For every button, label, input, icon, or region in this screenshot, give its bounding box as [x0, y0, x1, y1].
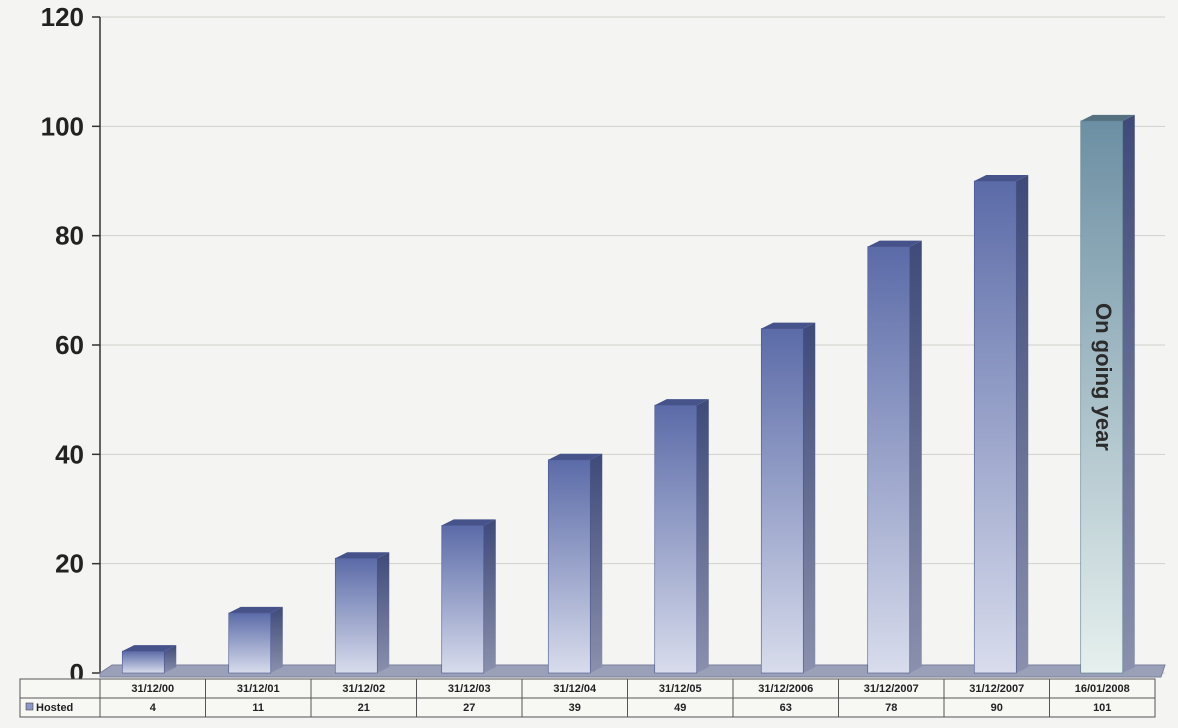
category-label: 31/12/2007	[969, 683, 1024, 695]
bar-side	[1122, 114, 1135, 673]
y-tick-label: 40	[55, 439, 84, 469]
data-label: 90	[991, 702, 1003, 714]
category-label: 31/12/03	[448, 683, 491, 695]
bar-top	[1080, 114, 1135, 121]
bar-side	[1016, 175, 1029, 673]
data-label: 39	[569, 702, 581, 714]
data-label: 27	[463, 702, 475, 714]
bar-side	[164, 645, 177, 673]
bar	[121, 650, 165, 674]
y-tick-label: 20	[55, 549, 84, 579]
annotation-layer: On going year	[1091, 303, 1116, 451]
bars	[121, 114, 1135, 674]
bar-side	[270, 606, 283, 673]
data-table: Hosted 31/12/00 4 31/12/01 11 31/12/02 21 31/12…	[19, 678, 1156, 718]
category-label: 31/12/01	[237, 683, 280, 695]
bar	[867, 246, 911, 674]
bar	[1080, 120, 1124, 674]
bar-top	[548, 453, 603, 460]
data-label: 4	[150, 702, 157, 714]
bar	[547, 459, 591, 674]
legend-swatch	[25, 702, 34, 711]
category-label: 31/12/05	[659, 683, 702, 695]
annotation-label: On going year	[1091, 303, 1116, 451]
bar-side	[909, 240, 922, 673]
data-label: 63	[780, 702, 792, 714]
bar	[334, 557, 378, 674]
category-label: 31/12/2006	[758, 683, 813, 695]
series-name: Hosted	[36, 702, 73, 714]
bar-side	[483, 519, 496, 673]
category-label: 31/12/04	[553, 683, 597, 695]
category-label: 31/12/2007	[864, 683, 919, 695]
bar	[228, 612, 272, 674]
bar-top	[122, 645, 177, 652]
bar-top	[441, 519, 496, 526]
bar-top	[335, 552, 390, 559]
bar-top	[654, 399, 709, 406]
y-tick-label: 60	[55, 330, 84, 360]
category-label: 31/12/00	[131, 683, 174, 695]
bar-top	[974, 175, 1029, 181]
y-tick-label: 120	[41, 2, 84, 32]
data-label: 11	[252, 702, 264, 714]
bar	[654, 404, 698, 674]
bar	[441, 525, 485, 674]
bar-side	[377, 552, 390, 673]
data-label: 49	[674, 702, 686, 714]
bar	[973, 180, 1017, 674]
data-label: 21	[358, 702, 370, 714]
bar-side	[803, 322, 816, 673]
bar-side	[590, 453, 603, 673]
bar-top	[228, 606, 283, 613]
bar	[760, 328, 804, 674]
category-label: 31/12/02	[342, 683, 385, 695]
bar-top	[761, 322, 816, 329]
gridlines	[100, 16, 1165, 674]
bar-side	[696, 399, 709, 673]
data-label: 78	[885, 702, 897, 714]
data-label: 101	[1093, 702, 1111, 714]
y-tick-label: 100	[41, 111, 84, 141]
y-tick-label: 80	[55, 221, 84, 251]
bar-top	[867, 240, 922, 247]
category-label: 16/01/2008	[1075, 683, 1130, 695]
